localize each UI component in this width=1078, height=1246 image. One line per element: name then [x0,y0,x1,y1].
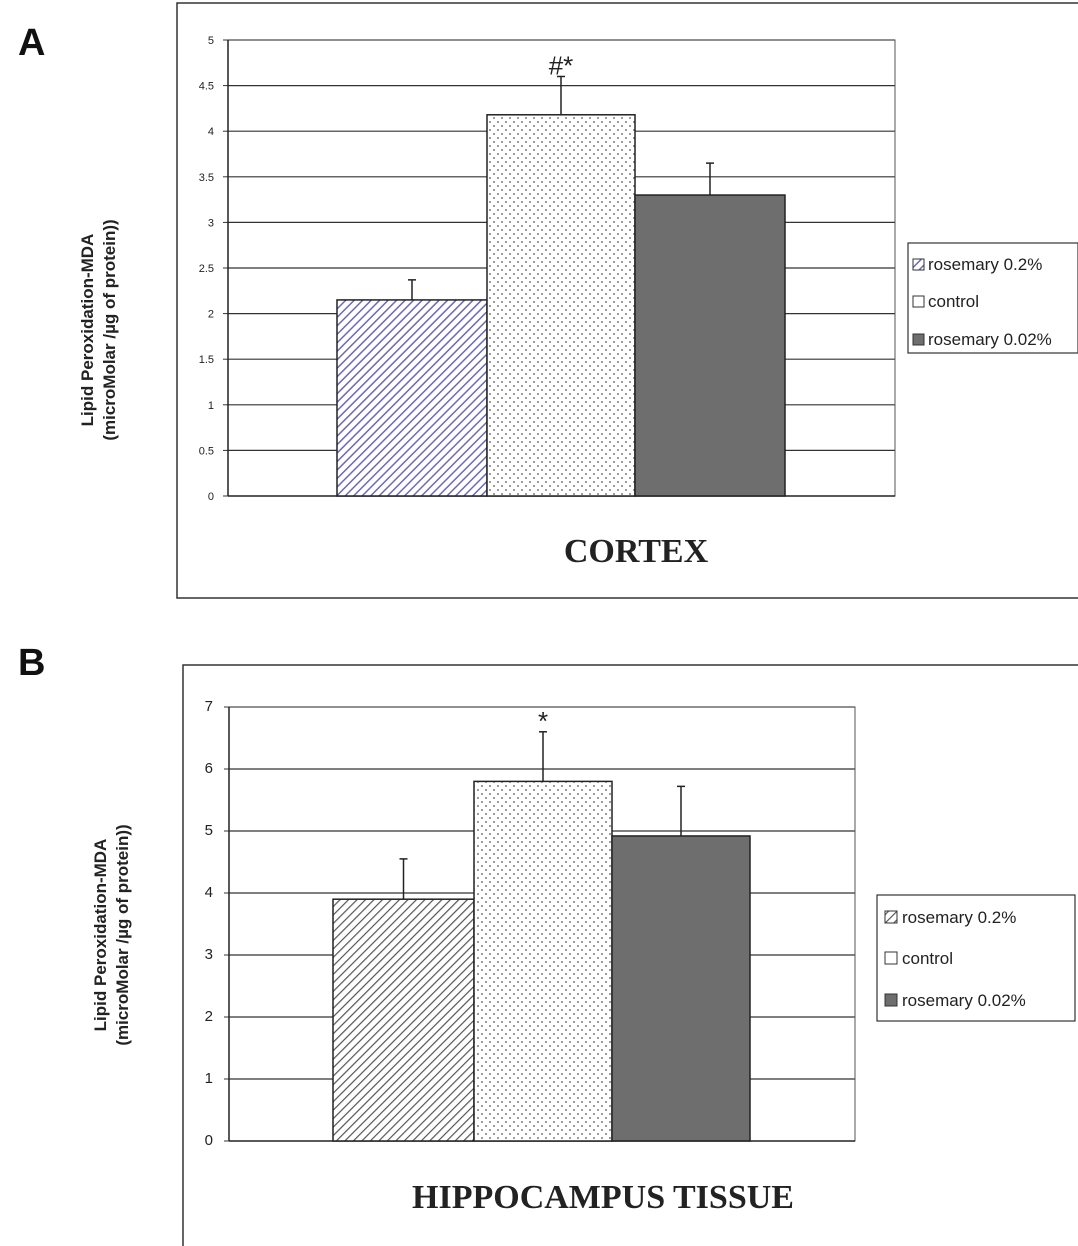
panel-b-plot: 0 1 2 3 4 5 6 7 * [205,698,856,1149]
panel-b-legend-swatch-rosemary-02 [884,910,898,924]
panel-a-bar-rosemary-002 [634,194,786,497]
panel-a-y-tick-label: 0 [208,491,214,503]
panel-a-legend: rosemary 0.2% control rosemary 0.02% [907,242,1078,354]
panel-a-y-tick-label: 2.5 [199,263,214,275]
panel-a-legend-box [907,242,1078,354]
panel-a-significance-marker: #* [549,50,574,80]
panel-b-bar-control [473,780,613,1142]
panel-a-y-tick-label: 0.5 [199,445,214,457]
panel-b-legend-box [876,894,1076,1022]
panel-b-bar-rosemary-002 [611,835,751,1142]
panel-a-legend-label-rosemary-002: rosemary 0.02% [928,330,1052,349]
panel-b-legend-label-rosemary-02: rosemary 0.2% [902,908,1016,927]
panel-b-legend-swatch-control [884,951,898,965]
panel-b-y-tick-label: 4 [205,884,213,901]
panel-a-frame [176,2,1078,599]
panel-a-label: A [18,22,45,64]
panel-b-y-tick-label: 1 [205,1070,213,1087]
panel-b-legend: rosemary 0.2% control rosemary 0.02% [876,894,1076,1022]
panel-a-legend-label-rosemary-02: rosemary 0.2% [928,255,1042,274]
panel-b-y-tick-label: 6 [205,760,213,777]
panel-b-label: B [18,642,45,684]
panel-a-y-axis-label-line-2: (microMolar /µg of protein)) [100,219,119,440]
panel-a-legend-swatch-rosemary-02 [912,258,925,271]
panel-b-y-tick-label: 2 [205,1008,213,1025]
panel-b: B 0 1 2 3 4 5 6 7 * Lipid Peroxidation-MDA (micr… [18,642,1078,1246]
panel-b-significance-marker: * [538,706,548,736]
panel-a: A 0 0.5 1 1.5 2 2.5 3 3.5 4 4.5 5 #* Lipid Peroxida… [18,2,1078,599]
panel-a-y-tick-label: 2 [208,309,214,321]
panel-a-bar-rosemary-02 [336,299,488,497]
panel-b-y-tick-label: 3 [205,946,213,963]
panel-b-legend-label-control: control [902,949,953,968]
panel-b-y-tick-label: 5 [205,822,213,839]
panel-a-legend-swatch-control [912,295,925,308]
panel-a-legend-swatch-rosemary-002 [912,333,925,346]
panel-a-y-tick-label: 1 [208,400,214,412]
panel-a-y-tick-label: 5 [208,35,214,47]
panel-b-y-tick-label: 7 [205,698,213,715]
panel-b-legend-swatch-rosemary-002 [884,993,898,1007]
panel-b-bar-rosemary-02 [332,898,475,1142]
panel-b-frame [182,664,1078,1246]
panel-b-y-axis-label-line-1: Lipid Peroxidation-MDA [91,839,110,1032]
panel-a-x-axis-title: CORTEX [564,533,709,570]
panel-b-x-axis-title: HIPPOCAMPUS TISSUE [412,1179,794,1216]
panel-a-y-axis-label-line-1: Lipid Peroxidation-MDA [78,234,97,427]
panel-b-legend-label-rosemary-002: rosemary 0.02% [902,991,1026,1010]
panel-b-y-tick-label: 0 [205,1132,213,1149]
panel-a-bar-control [486,114,636,497]
panel-a-y-tick-label: 4.5 [199,81,214,93]
panel-a-y-tick-label: 3.5 [199,172,214,184]
panel-a-plot: 0 0.5 1 1.5 2 2.5 3 3.5 4 4.5 5 #* [199,35,896,503]
panel-a-y-tick-label: 3 [208,217,214,229]
panel-a-legend-label-control: control [928,292,979,311]
panel-a-y-tick-label: 4 [208,126,214,138]
panel-b-y-axis-label-line-2: (microMolar /µg of protein)) [113,824,132,1045]
panel-a-y-tick-label: 1.5 [199,354,214,366]
